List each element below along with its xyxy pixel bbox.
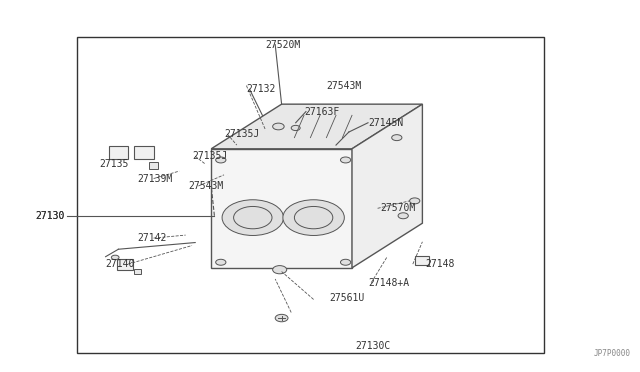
Polygon shape	[352, 104, 422, 268]
Text: 27570M: 27570M	[381, 203, 416, 213]
Circle shape	[234, 206, 272, 229]
Text: 27132: 27132	[246, 84, 276, 94]
Text: 27148+A: 27148+A	[368, 278, 409, 288]
Circle shape	[273, 266, 287, 274]
Circle shape	[398, 213, 408, 219]
Polygon shape	[211, 149, 352, 268]
Text: 27135: 27135	[99, 159, 129, 169]
Circle shape	[410, 198, 420, 204]
Text: 27520M: 27520M	[266, 40, 301, 49]
Text: 27130: 27130	[35, 211, 65, 221]
Circle shape	[392, 135, 402, 141]
Circle shape	[222, 200, 284, 235]
Bar	[415, 256, 429, 265]
Circle shape	[340, 157, 351, 163]
Bar	[134, 269, 141, 275]
Bar	[148, 162, 158, 169]
Text: 27543M: 27543M	[326, 81, 362, 90]
Text: JP7P0000: JP7P0000	[593, 349, 630, 358]
Text: 27145N: 27145N	[368, 118, 403, 128]
Text: 27142: 27142	[138, 233, 167, 243]
Text: 27135J: 27135J	[224, 129, 259, 139]
Text: 27140: 27140	[106, 259, 135, 269]
Circle shape	[111, 255, 119, 260]
Text: 27543M: 27543M	[189, 181, 224, 191]
Circle shape	[291, 125, 300, 131]
Bar	[116, 259, 133, 270]
Circle shape	[283, 200, 344, 235]
Polygon shape	[211, 104, 422, 149]
Circle shape	[216, 157, 226, 163]
Text: 27139M: 27139M	[138, 174, 173, 183]
Bar	[77, 37, 544, 353]
Circle shape	[340, 259, 351, 265]
Circle shape	[273, 123, 284, 130]
Text: 27148: 27148	[426, 259, 455, 269]
Text: 27135J: 27135J	[192, 151, 227, 161]
Bar	[109, 146, 128, 159]
Circle shape	[294, 206, 333, 229]
Bar	[134, 146, 154, 159]
Circle shape	[275, 314, 288, 322]
Circle shape	[216, 259, 226, 265]
Text: 27130C: 27130C	[355, 341, 390, 351]
Text: 27130: 27130	[35, 211, 65, 221]
Text: 27561U: 27561U	[330, 293, 365, 302]
Text: 27163F: 27163F	[304, 107, 339, 116]
